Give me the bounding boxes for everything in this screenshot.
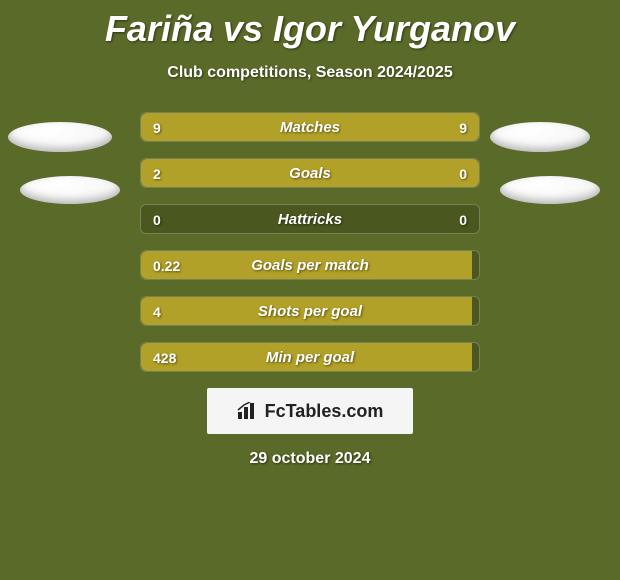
player-left-orb-1 <box>8 122 112 152</box>
page-root: Fariña vs Igor Yurganov Club competition… <box>0 0 620 580</box>
bars-icon <box>237 402 259 420</box>
stat-value-right: 0 <box>459 205 467 234</box>
logo-text: FcTables.com <box>265 401 384 422</box>
player-left-orb-2 <box>20 176 120 204</box>
stat-row: Shots per goal4 <box>140 296 480 326</box>
stat-value-left: 0.22 <box>153 251 180 280</box>
stat-label: Min per goal <box>141 343 479 372</box>
stat-value-left: 9 <box>153 113 161 142</box>
stat-label: Goals <box>141 159 479 188</box>
stat-value-right: 9 <box>459 113 467 142</box>
stat-row: Min per goal428 <box>140 342 480 372</box>
stat-label: Shots per goal <box>141 297 479 326</box>
stat-row: Goals per match0.22 <box>140 250 480 280</box>
stat-label: Matches <box>141 113 479 142</box>
stat-value-left: 2 <box>153 159 161 188</box>
stat-value-left: 4 <box>153 297 161 326</box>
fctables-logo: FcTables.com <box>207 388 413 434</box>
stat-row: Matches9 9 <box>140 112 480 142</box>
date-label: 29 october 2024 <box>0 450 620 468</box>
page-title: Fariña vs Igor Yurganov <box>0 0 620 50</box>
stat-row: Hattricks0 0 <box>140 204 480 234</box>
stat-value-left: 428 <box>153 343 176 372</box>
stat-label: Goals per match <box>141 251 479 280</box>
page-subtitle: Club competitions, Season 2024/2025 <box>0 64 620 82</box>
stat-value-right: 0 <box>459 159 467 188</box>
player-right-orb-1 <box>490 122 590 152</box>
stat-label: Hattricks <box>141 205 479 234</box>
stat-value-left: 0 <box>153 205 161 234</box>
stat-row: Goals2 0 <box>140 158 480 188</box>
player-right-orb-2 <box>500 176 600 204</box>
